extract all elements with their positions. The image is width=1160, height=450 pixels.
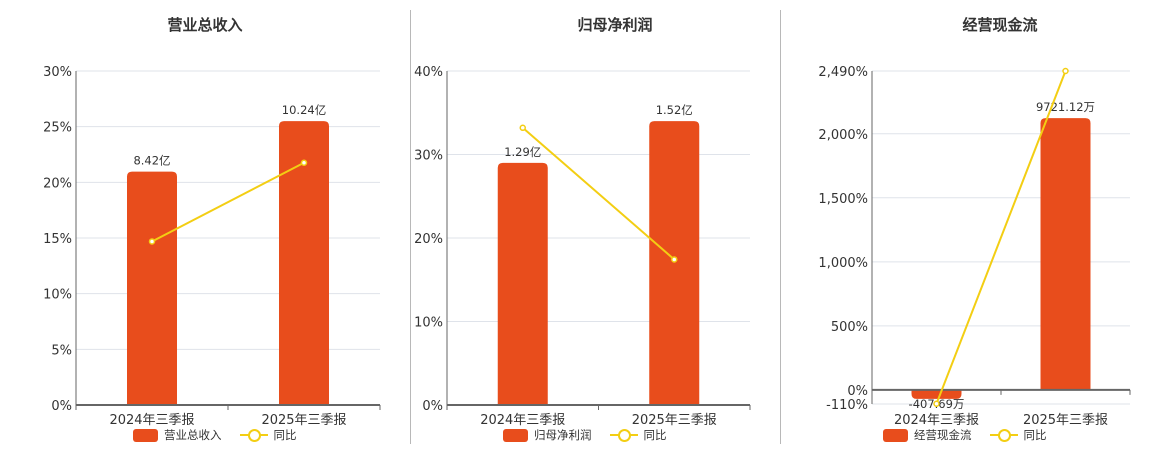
- chart-panel-revenue: 营业总收入 0% 5% 10% 15% 20% 25% 30% 8.42亿 2024年三季报 10…: [0, 0, 410, 450]
- y-tick-label: 1,000%: [818, 256, 868, 271]
- y-tick-label: 5%: [51, 343, 72, 358]
- yoy-point[interactable]: [300, 159, 308, 166]
- yoy-line: [935, 70, 1067, 405]
- y-tick-label: 0%: [51, 399, 72, 414]
- y-tick-label: 10%: [414, 316, 443, 331]
- x-tick-label: 2024年三季报: [894, 413, 979, 428]
- y-tick-label: 30%: [414, 149, 443, 164]
- legend-bar-swatch[interactable]: [133, 428, 158, 442]
- chart-title: 经营现金流: [962, 16, 1038, 34]
- legend: 经营现金流 同比: [883, 427, 1047, 443]
- yoy-point[interactable]: [671, 256, 678, 263]
- chart-plot: -110%0%500%1,000%1,500%2,000%2,490%-407.…: [818, 65, 1131, 428]
- bar[interactable]: [497, 162, 548, 405]
- yoy-line: [522, 127, 675, 261]
- bar-value-label: 10.24亿: [282, 103, 326, 117]
- y-tick-label: 1,500%: [818, 192, 868, 207]
- y-tick-label: 25%: [43, 121, 72, 136]
- legend-line-icon[interactable]: [239, 428, 268, 442]
- chart-panel-operating-cash-flow: 经营现金流 -110% 0% 500% 1,000% 1,500% 2,000% 2,490…: [780, 0, 1160, 450]
- x-tick-label: 2025年三季报: [1023, 413, 1108, 428]
- bar[interactable]: [649, 121, 700, 405]
- chart-title: 归母净利润: [577, 16, 653, 34]
- divider: [780, 10, 781, 444]
- x-tick-label: 2025年三季报: [261, 413, 346, 428]
- bar[interactable]: [1040, 118, 1091, 390]
- y-tick-label: 15%: [43, 232, 72, 247]
- y-tick-label: 0%: [847, 384, 868, 399]
- bar-value-label: 8.42亿: [133, 154, 170, 168]
- legend-line-icon[interactable]: [989, 428, 1018, 442]
- chart-title: 营业总收入: [167, 16, 243, 34]
- legend: 归母净利润 同比: [503, 427, 667, 443]
- bar-value-label: 1.52亿: [656, 103, 693, 117]
- y-tick-label: -110%: [826, 398, 868, 413]
- legend-line-label[interactable]: 同比: [1023, 428, 1047, 442]
- y-tick-label: 10%: [43, 288, 72, 303]
- bar-value-label: 9721.12万: [1036, 100, 1095, 114]
- yoy-line: [151, 161, 305, 243]
- bar-value-label: 1.29亿: [504, 145, 541, 159]
- legend-line-icon[interactable]: [609, 428, 638, 442]
- legend-bar-swatch[interactable]: [503, 428, 528, 442]
- legend: 营业总收入 同比: [133, 427, 297, 443]
- x-tick-label: 2024年三季报: [109, 413, 194, 428]
- yoy-point[interactable]: [933, 400, 940, 407]
- y-tick-label: 2,490%: [818, 65, 868, 80]
- yoy-point[interactable]: [148, 238, 156, 245]
- chart-panel-net-profit: 归母净利润 0% 10% 20% 30% 40% 1.29亿 2024年三季报 1.52亿 20…: [410, 0, 780, 450]
- bar[interactable]: [127, 171, 177, 405]
- y-tick-label: 40%: [414, 65, 443, 80]
- y-tick-label: 20%: [414, 232, 443, 247]
- chart-plot: 0% 10% 20% 30% 40% 1.29亿 2024年三季报 1.52亿 2025年三季报: [414, 65, 751, 428]
- y-tick-label: 20%: [43, 176, 72, 191]
- yoy-point[interactable]: [519, 124, 526, 132]
- bar[interactable]: [279, 121, 329, 405]
- x-tick-label: 2025年三季报: [632, 413, 717, 428]
- y-tick-label: 0%: [422, 399, 443, 414]
- legend-line-label[interactable]: 同比: [273, 428, 297, 442]
- y-tick-label: 30%: [43, 65, 72, 80]
- x-tick-label: 2024年三季报: [480, 413, 565, 428]
- legend-line-label[interactable]: 同比: [643, 428, 667, 442]
- legend-bar-label[interactable]: 营业总收入: [164, 428, 222, 442]
- y-tick-label: 500%: [831, 320, 868, 335]
- bar[interactable]: [911, 389, 962, 399]
- chart-plot: 0% 5% 10% 15% 20% 25% 30% 8.42亿 2024年三季报 10.24亿 20…: [43, 65, 381, 428]
- yoy-point[interactable]: [1062, 67, 1069, 75]
- legend-bar-label[interactable]: 经营现金流: [914, 428, 972, 442]
- divider: [410, 10, 411, 444]
- y-tick-label: 2,000%: [818, 128, 868, 143]
- legend-bar-label[interactable]: 归母净利润: [534, 428, 592, 442]
- legend-bar-swatch[interactable]: [883, 428, 908, 442]
